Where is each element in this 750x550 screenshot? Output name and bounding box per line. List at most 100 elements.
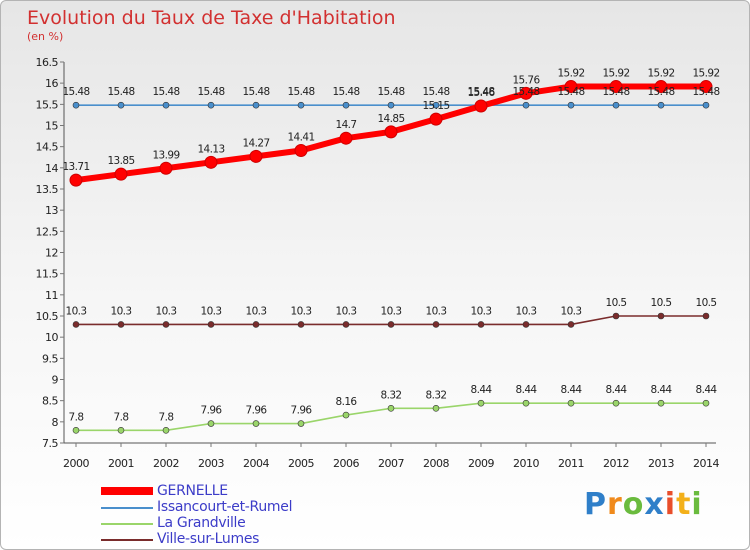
data-label: 15.48	[152, 86, 179, 98]
legend-label: La Grandville	[157, 515, 246, 531]
data-point	[567, 399, 575, 407]
data-label: 8.44	[561, 384, 583, 396]
data-label: 15.92	[602, 68, 629, 80]
x-tick-label: 2005	[288, 457, 314, 470]
data-label: 15.48	[287, 86, 314, 98]
y-tick-label: 11.5	[36, 268, 59, 281]
x-tick-label: 2004	[243, 457, 269, 470]
data-point	[654, 80, 668, 94]
x-tick-label: 2000	[63, 457, 89, 470]
data-point	[429, 112, 443, 126]
y-unit-label: (en %)	[27, 30, 64, 43]
data-label: 15.48	[197, 86, 224, 98]
data-label: 8.44	[696, 384, 718, 396]
x-tick-label: 2011	[558, 457, 584, 470]
y-tick-label: 16	[45, 77, 58, 90]
data-label: 10.3	[561, 305, 582, 317]
data-label: 15.48	[512, 86, 539, 98]
data-point	[564, 80, 578, 94]
data-point	[204, 155, 218, 169]
data-label: 7.96	[291, 405, 313, 417]
data-label: 15.15	[422, 100, 449, 112]
data-label: 10.3	[471, 305, 492, 317]
data-point	[702, 399, 710, 407]
data-label: 13.85	[107, 155, 134, 167]
x-tick-label: 2012	[603, 457, 629, 470]
data-label: 7.96	[246, 405, 268, 417]
legend-swatch	[101, 523, 153, 525]
chart-title: Evolution du Taux de Taxe d'Habitation	[27, 7, 396, 29]
data-label: 10.3	[291, 305, 312, 317]
data-point	[297, 420, 305, 427]
data-label: 15.92	[692, 68, 719, 80]
data-point	[384, 125, 398, 139]
data-point	[297, 101, 305, 109]
data-point	[702, 312, 710, 320]
data-label: 14.85	[377, 113, 404, 125]
legend-swatch	[101, 507, 153, 509]
data-point	[207, 321, 215, 328]
data-point	[294, 143, 308, 157]
data-label: 7.8	[159, 411, 174, 423]
data-point	[72, 321, 80, 328]
data-point	[162, 101, 170, 109]
data-label: 15.48	[107, 86, 134, 98]
data-label: 10.3	[201, 305, 222, 317]
data-point	[252, 321, 260, 328]
legend-item-gernelle[interactable]: GERNELLE	[101, 483, 361, 500]
data-point	[657, 312, 665, 320]
data-point	[249, 149, 263, 163]
legend-item-ville-sur-lumes[interactable]: Ville-sur-Lumes	[101, 531, 361, 548]
data-point	[387, 101, 395, 109]
legend-item-issancourt[interactable]: Issancourt-et-Rumel	[101, 499, 361, 516]
data-label: 10.3	[381, 305, 402, 317]
data-point	[207, 420, 215, 427]
data-point	[522, 321, 530, 328]
data-point	[699, 80, 713, 94]
data-label: 15.48	[332, 86, 359, 98]
data-point	[387, 321, 395, 328]
legend-swatch	[101, 539, 153, 541]
data-label: 8.44	[651, 384, 673, 396]
data-point	[657, 399, 665, 407]
data-point	[657, 101, 665, 109]
data-label: 14.13	[197, 143, 224, 155]
data-label: 8.32	[426, 389, 447, 401]
data-label: 14.7	[336, 119, 357, 131]
legend-item-la-grandville[interactable]: La Grandville	[101, 515, 361, 532]
data-label: 10.3	[516, 305, 537, 317]
data-point	[342, 101, 350, 109]
proxiti-logo: Proxiti	[584, 487, 703, 522]
data-label: 7.8	[69, 411, 84, 423]
data-label: 14.27	[242, 137, 269, 149]
legend-label: GERNELLE	[157, 483, 228, 499]
data-label: 13.99	[152, 149, 179, 161]
data-label: 15.92	[557, 68, 584, 80]
legend-label: Issancourt-et-Rumel	[157, 499, 293, 515]
y-tick-label: 8.5	[42, 395, 58, 408]
x-tick-label: 2014	[693, 457, 719, 470]
y-tick-label: 14.5	[36, 141, 59, 154]
data-label: 10.3	[156, 305, 177, 317]
data-point	[567, 101, 575, 109]
y-tick-label: 9.5	[42, 352, 58, 365]
legend-label: Ville-sur-Lumes	[157, 531, 260, 547]
x-tick-label: 2001	[108, 457, 134, 470]
data-point	[207, 101, 215, 109]
data-label: 10.5	[651, 297, 672, 309]
data-label: 15.48	[557, 86, 584, 98]
data-point	[432, 321, 440, 328]
data-point	[162, 321, 170, 328]
data-label: 8.16	[336, 396, 358, 408]
data-label: 10.3	[426, 305, 447, 317]
data-point	[477, 321, 485, 328]
data-point	[252, 420, 260, 427]
y-tick-label: 12	[45, 247, 58, 260]
data-point	[519, 86, 533, 100]
data-point	[522, 101, 530, 109]
data-label: 10.3	[246, 305, 267, 317]
data-point	[162, 426, 170, 434]
x-tick-label: 2006	[333, 457, 359, 470]
y-tick-label: 8	[52, 416, 59, 429]
